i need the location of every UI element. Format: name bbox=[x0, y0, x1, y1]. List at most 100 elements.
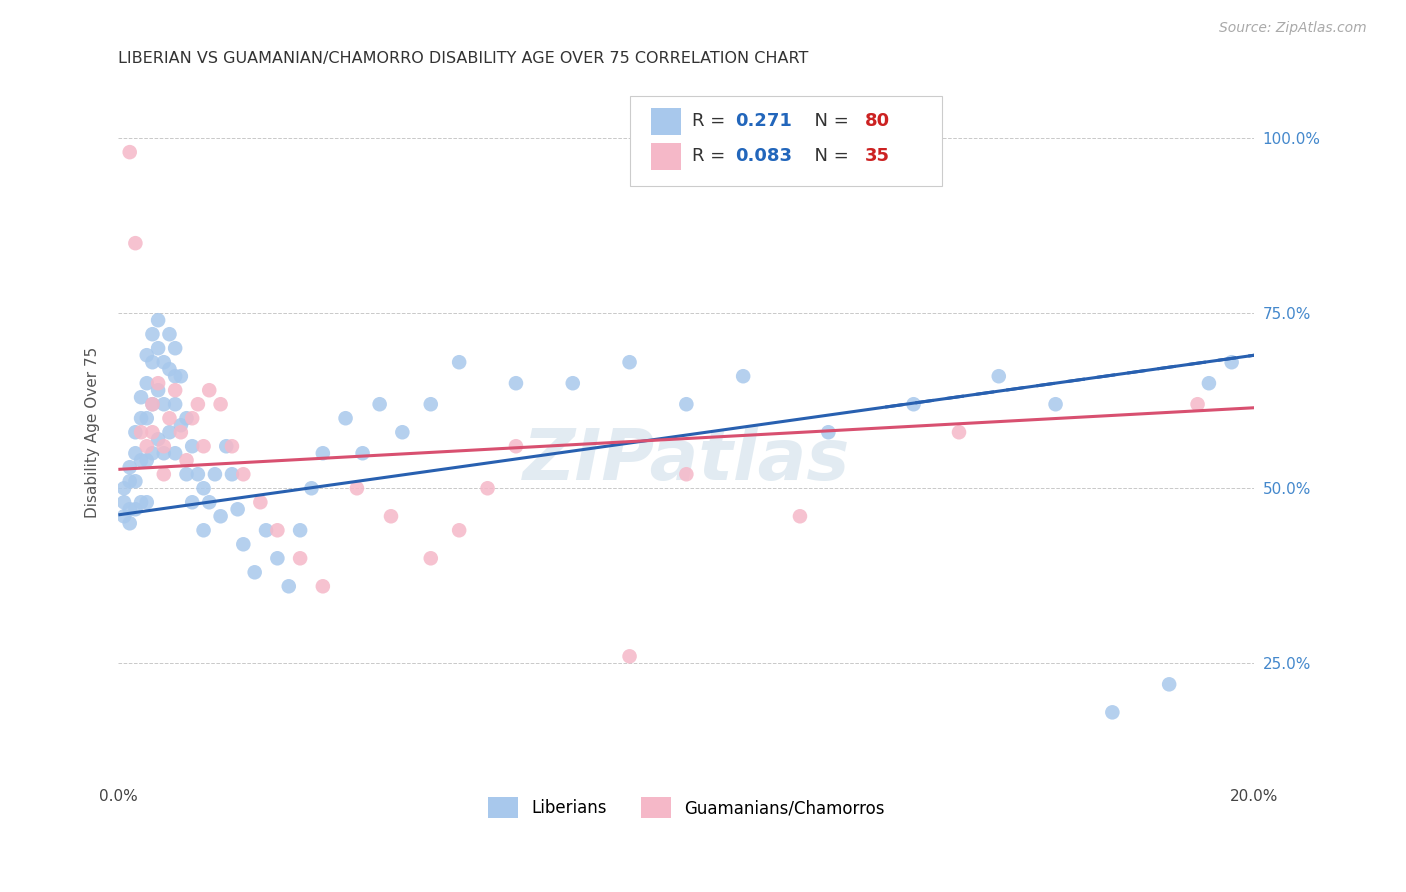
Point bbox=[288, 523, 311, 537]
Text: 80: 80 bbox=[865, 112, 890, 130]
Text: N =: N = bbox=[803, 112, 855, 130]
Point bbox=[129, 390, 152, 404]
Point bbox=[124, 446, 146, 460]
Point bbox=[193, 439, 215, 453]
Point bbox=[266, 551, 288, 566]
Point bbox=[165, 369, 187, 384]
Point bbox=[903, 397, 925, 411]
Point bbox=[505, 439, 527, 453]
Point bbox=[146, 376, 169, 391]
Point bbox=[312, 446, 335, 460]
Point bbox=[146, 383, 169, 397]
Point bbox=[215, 439, 238, 453]
Point bbox=[301, 481, 323, 495]
Point bbox=[254, 523, 277, 537]
Point bbox=[789, 509, 811, 524]
Point bbox=[1045, 397, 1067, 411]
Point bbox=[449, 355, 471, 369]
Point bbox=[449, 523, 471, 537]
Point bbox=[124, 425, 146, 440]
Point bbox=[1159, 677, 1181, 691]
Point bbox=[129, 495, 152, 509]
Point bbox=[209, 509, 232, 524]
Point bbox=[619, 649, 641, 664]
Point bbox=[141, 397, 163, 411]
Point bbox=[135, 411, 157, 425]
Point bbox=[118, 460, 141, 475]
Point bbox=[141, 327, 163, 342]
Point bbox=[124, 475, 146, 489]
Point bbox=[112, 495, 135, 509]
Point bbox=[266, 523, 288, 537]
Text: R =: R = bbox=[692, 147, 731, 165]
Point bbox=[232, 537, 254, 551]
Point bbox=[1220, 355, 1243, 369]
Point bbox=[159, 327, 181, 342]
Point bbox=[152, 446, 174, 460]
Point bbox=[987, 369, 1010, 384]
Point bbox=[948, 425, 970, 440]
Point bbox=[817, 425, 839, 440]
Point bbox=[675, 397, 697, 411]
FancyBboxPatch shape bbox=[630, 96, 942, 186]
Point bbox=[226, 502, 249, 516]
Point bbox=[124, 502, 146, 516]
Point bbox=[176, 467, 198, 482]
Point bbox=[419, 397, 441, 411]
Point bbox=[346, 481, 368, 495]
Point bbox=[243, 566, 266, 580]
Point bbox=[165, 341, 187, 355]
Point bbox=[198, 383, 221, 397]
Point bbox=[152, 439, 174, 453]
Point bbox=[118, 516, 141, 531]
Point bbox=[141, 355, 163, 369]
Point bbox=[288, 551, 311, 566]
Point bbox=[505, 376, 527, 391]
Point bbox=[112, 481, 135, 495]
Point bbox=[187, 397, 209, 411]
Point bbox=[1101, 706, 1123, 720]
Point bbox=[170, 369, 193, 384]
Point bbox=[118, 502, 141, 516]
Point bbox=[141, 397, 163, 411]
Point bbox=[193, 481, 215, 495]
Point bbox=[335, 411, 357, 425]
Point bbox=[380, 509, 402, 524]
Point bbox=[165, 446, 187, 460]
Point bbox=[152, 355, 174, 369]
Text: 35: 35 bbox=[865, 147, 890, 165]
Point bbox=[221, 439, 243, 453]
Point bbox=[221, 467, 243, 482]
Point bbox=[187, 467, 209, 482]
Point bbox=[165, 383, 187, 397]
Point bbox=[118, 145, 141, 160]
Point bbox=[352, 446, 374, 460]
Point bbox=[129, 411, 152, 425]
Point bbox=[176, 453, 198, 467]
FancyBboxPatch shape bbox=[651, 108, 681, 135]
Point bbox=[193, 523, 215, 537]
Point bbox=[675, 467, 697, 482]
Text: LIBERIAN VS GUAMANIAN/CHAMORRO DISABILITY AGE OVER 75 CORRELATION CHART: LIBERIAN VS GUAMANIAN/CHAMORRO DISABILIT… bbox=[118, 51, 808, 66]
Point bbox=[619, 355, 641, 369]
FancyBboxPatch shape bbox=[651, 143, 681, 169]
Point bbox=[277, 579, 299, 593]
Text: 0.083: 0.083 bbox=[735, 147, 792, 165]
Point bbox=[477, 481, 499, 495]
Text: 0.271: 0.271 bbox=[735, 112, 792, 130]
Y-axis label: Disability Age Over 75: Disability Age Over 75 bbox=[86, 347, 100, 518]
Point bbox=[135, 376, 157, 391]
Point bbox=[181, 411, 204, 425]
Point bbox=[1198, 376, 1220, 391]
Point bbox=[232, 467, 254, 482]
Point bbox=[129, 453, 152, 467]
Point bbox=[146, 341, 169, 355]
Point bbox=[204, 467, 226, 482]
Point bbox=[159, 411, 181, 425]
Text: N =: N = bbox=[803, 147, 855, 165]
Point bbox=[159, 425, 181, 440]
Point bbox=[368, 397, 391, 411]
Point bbox=[391, 425, 413, 440]
Point bbox=[135, 439, 157, 453]
Text: ZIPatlas: ZIPatlas bbox=[523, 425, 851, 495]
